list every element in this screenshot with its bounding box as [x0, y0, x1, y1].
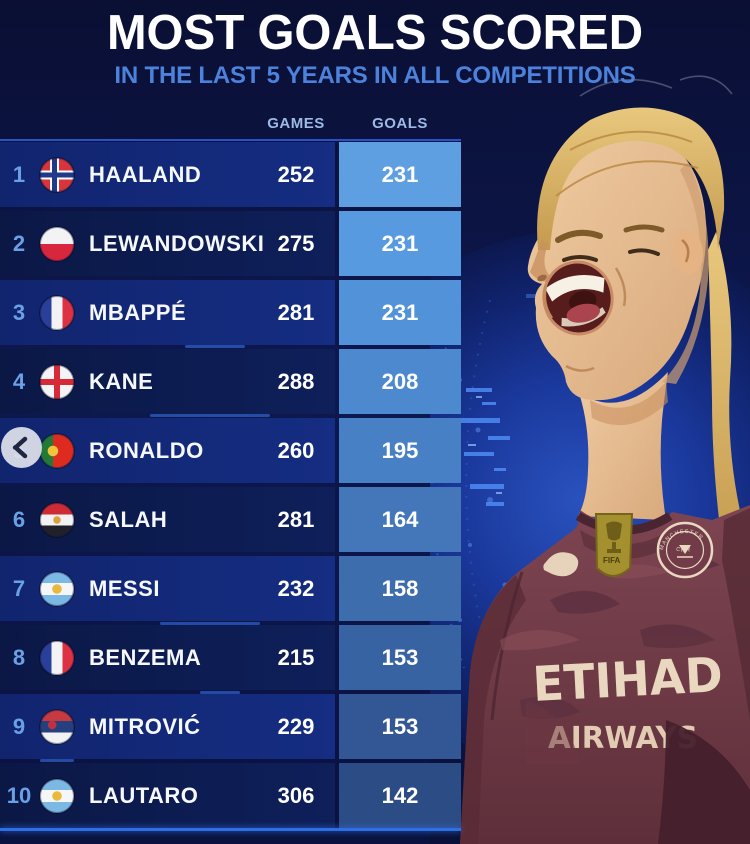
rank-label: 2: [12, 230, 26, 256]
argentina-flag-icon: [40, 571, 74, 606]
goals-value: 153: [339, 625, 461, 690]
rank-label: 7: [12, 575, 26, 601]
player-name-label: KANE: [89, 368, 154, 394]
games-value: 275: [277, 230, 315, 256]
goals-value: 231: [339, 280, 461, 345]
chevron-left-icon: [12, 436, 28, 459]
haaland-photo: FIFA MANCHESTER CITY ETIHAD: [430, 0, 750, 844]
glow-speck: [200, 691, 240, 694]
player-row: 2 LEWANDOWSKI: [0, 211, 335, 276]
games-value: 232: [277, 575, 315, 601]
rank-label: 1: [12, 161, 26, 187]
player-row: 6 SALAH: [0, 487, 335, 552]
rank-label: 9: [12, 713, 26, 739]
puma-logo-icon: [543, 552, 579, 577]
table-row: 7 MESSI 232 158: [0, 556, 461, 621]
games-value: 281: [277, 299, 315, 325]
portugal-flag-icon: [40, 433, 74, 468]
norway-flag-icon: [40, 157, 74, 192]
goals-value: 153: [339, 694, 461, 759]
goals-value: 158: [339, 556, 461, 621]
fifa-club-world-cup-badge-icon: FIFA: [594, 513, 634, 577]
france-flag-icon: [40, 640, 74, 675]
goals-value: 208: [339, 349, 461, 414]
player-row: 3 MBAPPÉ: [0, 280, 335, 345]
player-name-label: LAUTARO: [89, 782, 199, 808]
goals-value: 195: [339, 418, 461, 483]
player-row: 4 KANE: [0, 349, 335, 414]
player-row: 7 MESSI: [0, 556, 335, 621]
player-row: 1 HAALAND: [0, 142, 335, 207]
svg-text:CITY: CITY: [675, 546, 692, 554]
manchester-city-crest-icon: MANCHESTER CITY: [656, 521, 714, 579]
serbia-flag-icon: [40, 709, 74, 744]
england-flag-icon: [40, 364, 74, 399]
games-value: 252: [277, 161, 315, 187]
goals-value: 231: [339, 142, 461, 207]
rank-label: 4: [12, 368, 26, 394]
player-name-label: RONALDO: [89, 437, 204, 463]
player-name-label: SALAH: [89, 506, 168, 532]
games-value: 215: [277, 644, 315, 670]
games-value: 306: [277, 782, 315, 808]
column-header-games: GAMES: [267, 115, 325, 132]
player-name-label: MBAPPÉ: [89, 299, 187, 325]
glow-speck: [185, 345, 245, 348]
svg-text:FIFA: FIFA: [603, 556, 621, 565]
header: MOST GOALS SCORED IN THE LAST 5 YEARS IN…: [0, 0, 750, 90]
table-row: 5 RONALDO 260 195: [0, 418, 461, 483]
rank-label: 10: [6, 782, 32, 808]
column-header-goals: GOALS: [372, 115, 428, 132]
table-row: 3 MBAPPÉ 281 231: [0, 280, 461, 345]
player-name-label: HAALAND: [89, 161, 202, 187]
games-value: 288: [277, 368, 315, 394]
player-row: 5 RONALDO: [0, 418, 335, 483]
glow-speck: [160, 622, 260, 625]
goals-value: 164: [339, 487, 461, 552]
table-row: 9 MITROVIĆ 229 153: [0, 694, 461, 759]
column-headers: GAMES GOALS: [0, 115, 461, 137]
table-row: 1 HAALAND 252 231: [0, 142, 461, 207]
table-bottom-line: [0, 828, 461, 831]
egypt-flag-icon: [40, 502, 74, 537]
header-divider-line: [0, 139, 461, 141]
goals-value: 142: [339, 763, 461, 828]
player-name-label: MITROVIĆ: [89, 713, 201, 739]
table-row: 8 BENZEMA 215 153: [0, 625, 461, 690]
rank-label: 3: [12, 299, 26, 325]
haaland-figure: FIFA MANCHESTER CITY ETIHAD: [460, 107, 750, 844]
france-flag-icon: [40, 295, 74, 330]
player-row: 8 BENZEMA: [0, 625, 335, 690]
leaderboard-table: 1 HAALAND 252 231 2 LEWANDOWSKI 275 2 3 1 …: [0, 142, 461, 828]
player-row: 9 MITROVIĆ: [0, 694, 335, 759]
hair-flyaways: [579, 75, 733, 97]
table-row: 4 KANE 288 208: [0, 349, 461, 414]
page-subtitle: IN THE LAST 5 YEARS IN ALL COMPETITIONS: [114, 62, 636, 89]
jersey-sponsor-text: ETIHAD: [531, 647, 724, 713]
player-name-label: LEWANDOWSKI: [89, 230, 265, 256]
rank-label: 6: [12, 506, 26, 532]
glow-speck: [40, 759, 74, 762]
poland-flag-icon: [40, 226, 74, 261]
table-row: 10 LAUTARO 306 142: [0, 763, 461, 828]
glow-speck: [150, 414, 270, 417]
player-name-label: BENZEMA: [89, 644, 202, 670]
carousel-prev-button[interactable]: [1, 427, 42, 468]
jersey: FIFA MANCHESTER CITY ETIHAD: [460, 505, 750, 844]
table-row: 2 LEWANDOWSKI 275 231: [0, 211, 461, 276]
player-name-label: MESSI: [89, 575, 160, 601]
table-row: 6 SALAH 281 164: [0, 487, 461, 552]
games-value: 229: [277, 713, 315, 739]
games-value: 260: [277, 437, 315, 463]
goals-value: 231: [339, 211, 461, 276]
player-row: 10 LAUTARO: [0, 763, 335, 828]
page-title: MOST GOALS SCORED: [106, 6, 644, 60]
rank-label: 8: [12, 644, 26, 670]
screaming-mouth: [542, 260, 614, 336]
games-value: 281: [277, 506, 315, 532]
argentina-flag-icon: [40, 778, 74, 813]
